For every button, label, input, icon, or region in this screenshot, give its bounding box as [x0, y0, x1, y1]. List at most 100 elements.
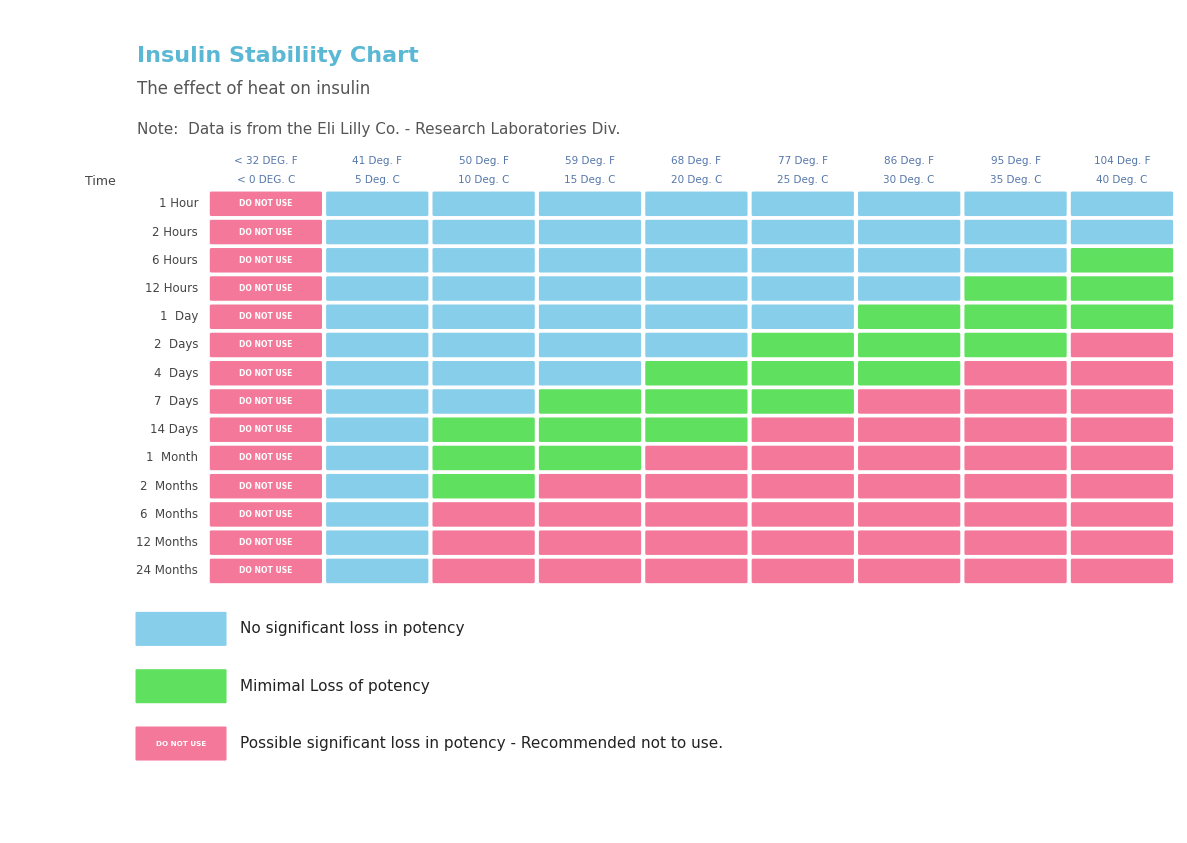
FancyBboxPatch shape	[1071, 389, 1173, 414]
FancyBboxPatch shape	[751, 191, 853, 216]
FancyBboxPatch shape	[539, 277, 641, 301]
FancyBboxPatch shape	[858, 502, 960, 527]
Text: 12 Hours: 12 Hours	[145, 282, 198, 295]
FancyBboxPatch shape	[1071, 304, 1173, 329]
Text: The effect of heat on insulin: The effect of heat on insulin	[137, 80, 370, 98]
FancyBboxPatch shape	[539, 248, 641, 272]
FancyBboxPatch shape	[326, 277, 429, 301]
Text: 5 Deg. C: 5 Deg. C	[355, 175, 400, 185]
FancyBboxPatch shape	[326, 304, 429, 329]
FancyBboxPatch shape	[1071, 502, 1173, 527]
FancyBboxPatch shape	[210, 417, 322, 442]
FancyBboxPatch shape	[539, 502, 641, 527]
Text: 2  Days: 2 Days	[154, 339, 198, 352]
Text: 20 Deg. C: 20 Deg. C	[671, 175, 722, 185]
FancyBboxPatch shape	[1071, 220, 1173, 244]
FancyBboxPatch shape	[964, 530, 1067, 555]
FancyBboxPatch shape	[858, 530, 960, 555]
FancyBboxPatch shape	[751, 333, 853, 357]
FancyBboxPatch shape	[858, 191, 960, 216]
Text: 25 Deg. C: 25 Deg. C	[777, 175, 829, 185]
FancyBboxPatch shape	[432, 277, 535, 301]
FancyBboxPatch shape	[964, 559, 1067, 583]
FancyBboxPatch shape	[539, 530, 641, 555]
FancyBboxPatch shape	[646, 361, 748, 385]
FancyBboxPatch shape	[646, 333, 748, 357]
FancyBboxPatch shape	[751, 389, 853, 414]
FancyBboxPatch shape	[432, 333, 535, 357]
FancyBboxPatch shape	[964, 277, 1067, 301]
FancyBboxPatch shape	[539, 191, 641, 216]
FancyBboxPatch shape	[135, 612, 227, 646]
FancyBboxPatch shape	[210, 333, 322, 357]
Text: 1 Hour: 1 Hour	[159, 197, 198, 210]
FancyBboxPatch shape	[646, 446, 748, 470]
FancyBboxPatch shape	[646, 220, 748, 244]
Text: DO NOT USE: DO NOT USE	[240, 566, 292, 576]
Text: No significant loss in potency: No significant loss in potency	[240, 621, 464, 636]
FancyBboxPatch shape	[210, 304, 322, 329]
Text: 12 Months: 12 Months	[137, 536, 198, 549]
Text: DO NOT USE: DO NOT USE	[240, 228, 292, 237]
FancyBboxPatch shape	[646, 559, 748, 583]
FancyBboxPatch shape	[858, 277, 960, 301]
FancyBboxPatch shape	[432, 191, 535, 216]
FancyBboxPatch shape	[326, 502, 429, 527]
FancyBboxPatch shape	[1071, 361, 1173, 385]
FancyBboxPatch shape	[326, 474, 429, 498]
Text: DO NOT USE: DO NOT USE	[240, 341, 292, 350]
FancyBboxPatch shape	[858, 220, 960, 244]
FancyBboxPatch shape	[432, 559, 535, 583]
FancyBboxPatch shape	[432, 502, 535, 527]
FancyBboxPatch shape	[646, 474, 748, 498]
FancyBboxPatch shape	[751, 304, 853, 329]
FancyBboxPatch shape	[326, 530, 429, 555]
FancyBboxPatch shape	[539, 417, 641, 442]
FancyBboxPatch shape	[858, 446, 960, 470]
FancyBboxPatch shape	[1071, 277, 1173, 301]
FancyBboxPatch shape	[964, 248, 1067, 272]
FancyBboxPatch shape	[539, 333, 641, 357]
FancyBboxPatch shape	[326, 446, 429, 470]
FancyBboxPatch shape	[539, 559, 641, 583]
FancyBboxPatch shape	[326, 220, 429, 244]
FancyBboxPatch shape	[1071, 248, 1173, 272]
FancyBboxPatch shape	[964, 191, 1067, 216]
Text: < 32 DEG. F: < 32 DEG. F	[234, 156, 298, 166]
FancyBboxPatch shape	[210, 559, 322, 583]
Text: DO NOT USE: DO NOT USE	[240, 255, 292, 265]
FancyBboxPatch shape	[1071, 530, 1173, 555]
Text: DO NOT USE: DO NOT USE	[240, 454, 292, 463]
FancyBboxPatch shape	[751, 361, 853, 385]
Text: 1  Day: 1 Day	[160, 310, 198, 323]
FancyBboxPatch shape	[751, 559, 853, 583]
FancyBboxPatch shape	[858, 248, 960, 272]
FancyBboxPatch shape	[210, 474, 322, 498]
FancyBboxPatch shape	[1071, 333, 1173, 357]
FancyBboxPatch shape	[646, 502, 748, 527]
FancyBboxPatch shape	[646, 389, 748, 414]
FancyBboxPatch shape	[539, 474, 641, 498]
Text: Time: Time	[85, 175, 116, 187]
Text: DO NOT USE: DO NOT USE	[240, 481, 292, 491]
FancyBboxPatch shape	[135, 727, 227, 760]
FancyBboxPatch shape	[539, 361, 641, 385]
FancyBboxPatch shape	[751, 446, 853, 470]
Text: 4  Days: 4 Days	[154, 367, 198, 379]
FancyBboxPatch shape	[858, 389, 960, 414]
FancyBboxPatch shape	[326, 559, 429, 583]
Text: 10 Deg. C: 10 Deg. C	[458, 175, 509, 185]
FancyBboxPatch shape	[210, 361, 322, 385]
FancyBboxPatch shape	[326, 417, 429, 442]
FancyBboxPatch shape	[964, 333, 1067, 357]
FancyBboxPatch shape	[326, 361, 429, 385]
Text: < 0 DEG. C: < 0 DEG. C	[236, 175, 296, 185]
Text: DO NOT USE: DO NOT USE	[240, 284, 292, 293]
FancyBboxPatch shape	[432, 248, 535, 272]
FancyBboxPatch shape	[858, 474, 960, 498]
FancyBboxPatch shape	[646, 304, 748, 329]
FancyBboxPatch shape	[432, 530, 535, 555]
FancyBboxPatch shape	[751, 248, 853, 272]
FancyBboxPatch shape	[432, 220, 535, 244]
FancyBboxPatch shape	[1071, 559, 1173, 583]
